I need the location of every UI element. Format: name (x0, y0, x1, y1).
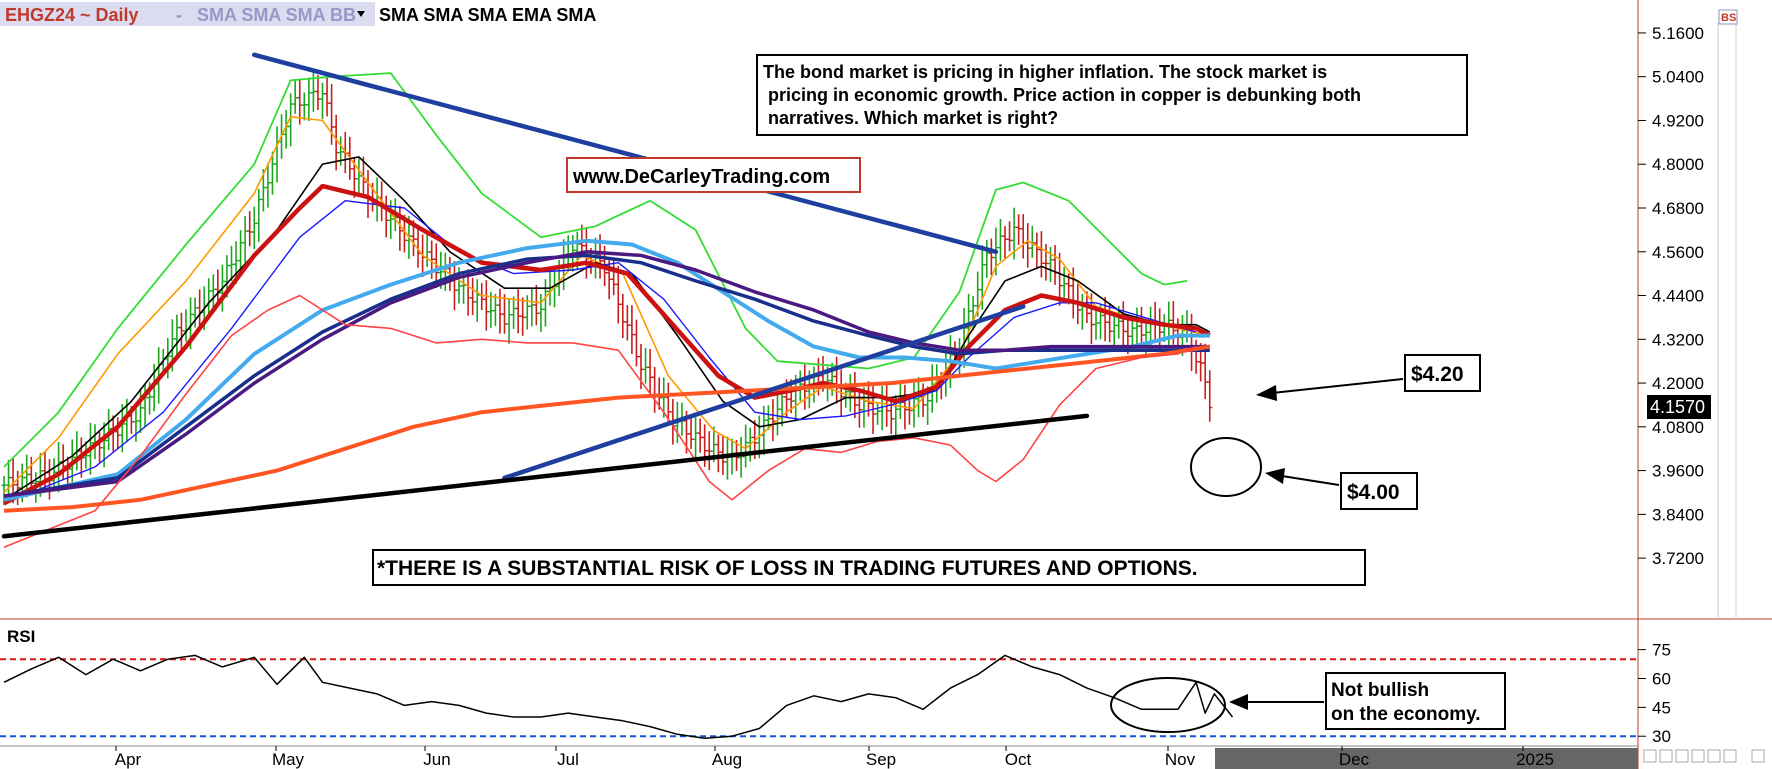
price-tick-label: 4.0800 (1652, 418, 1704, 437)
price-tick-label: 4.6800 (1652, 199, 1704, 218)
trendline-2 (502, 304, 1026, 481)
moving-average-lines (2, 72, 1211, 548)
rsi-note-line-2: on the economy. (1331, 704, 1481, 725)
series-bb-lower (3, 294, 1197, 548)
time-tick-label: Apr (115, 750, 142, 769)
commentary-line-2: pricing in economic growth. Price action… (768, 85, 1361, 105)
time-tick-label: Aug (712, 750, 742, 769)
commentary-line-3: narratives. Which market is right? (768, 108, 1058, 128)
indicator-list[interactable]: SMA SMA SMA EMA SMA (379, 5, 596, 25)
label-400: $4.00 (1347, 481, 1400, 504)
label-400-box (1340, 472, 1418, 510)
time-tick-label: Nov (1165, 750, 1196, 769)
rsi-tick-label: 30 (1652, 727, 1671, 746)
time-tick-label: Jun (423, 750, 450, 769)
arrow-400-head (1265, 468, 1285, 484)
rsi-note-line-1: Not bullish (1331, 680, 1429, 701)
last-price-value: 4.1570 (1650, 397, 1705, 417)
series-sma-black (3, 156, 1211, 501)
arrow-400-shaft (1281, 475, 1340, 486)
website-box (566, 157, 861, 193)
rsi-path (3, 654, 1234, 739)
target-circle (1190, 437, 1262, 497)
bs-icon-box[interactable] (1718, 9, 1738, 25)
website-link[interactable]: www.DeCarleyTrading.com (572, 166, 830, 188)
price-tick-label: 3.9600 (1652, 462, 1704, 481)
last-price-tag (1647, 395, 1711, 419)
rsi-note-box (1325, 672, 1506, 730)
price-axis-ticks: 5.1600 5.0400 4.9200 4.8000 4.6800 4.5600 4.44… (1638, 24, 1704, 568)
series-ema-red (2, 183, 1211, 506)
disclaimer-box (372, 549, 1366, 586)
time-tick-label: Oct (1005, 750, 1032, 769)
bs-icon[interactable]: BS (1721, 12, 1736, 24)
series-sma-navy (3, 253, 1210, 498)
price-tick-label: 3.8400 (1652, 505, 1704, 524)
price-tick-label: 5.1600 (1652, 24, 1704, 43)
rsi-tick-label: 60 (1652, 669, 1671, 688)
series-sma-blue (3, 200, 1197, 505)
series-sma-orange (3, 116, 1210, 494)
rsi-highlight-circle (1110, 677, 1226, 733)
time-tick-label: 2025 (1516, 750, 1554, 769)
price-tick-label: 4.5600 (1652, 243, 1704, 262)
series-sma-lightblue (3, 238, 1210, 502)
arrow-420-head (1256, 385, 1277, 401)
label-420: $4.20 (1411, 363, 1464, 386)
commentary-box (756, 54, 1468, 136)
future-period-shade (1215, 748, 1638, 769)
time-tick-label: Dec (1339, 750, 1370, 769)
trendlines (1, 52, 1090, 539)
trendline-1 (252, 52, 999, 255)
rsi-label: RSI (7, 627, 35, 646)
rsi-tick-label: 45 (1652, 698, 1671, 717)
scroll-controls[interactable] (1643, 749, 1765, 763)
rsi-tick-label: 75 (1652, 641, 1671, 660)
price-tick-label: 4.9200 (1652, 111, 1704, 130)
series-sma-purple (3, 250, 1210, 498)
rsi-arrow-head (1229, 694, 1248, 710)
rsi-axis-ticks: 75 60 45 30 (1638, 641, 1671, 746)
series-sma-long-orange (3, 344, 1211, 513)
price-tick-label: 5.0400 (1652, 68, 1704, 87)
dropdown-arrow-icon[interactable] (357, 11, 365, 17)
price-bars (1, 71, 1213, 506)
faded-indicator-list: SMA SMA SMA BB (197, 5, 356, 25)
price-tick-label: 4.3200 (1652, 330, 1704, 349)
price-tick-label: 3.7200 (1652, 549, 1704, 568)
symbol-highlight (0, 2, 375, 26)
price-tick-label: 4.8000 (1652, 155, 1704, 174)
price-tick-label: 4.4400 (1652, 287, 1704, 306)
label-420-box (1404, 354, 1481, 392)
trendline-3 (1, 413, 1090, 539)
time-tick-label: Sep (866, 750, 896, 769)
header-separator: - (176, 5, 182, 25)
chart-symbol[interactable]: EHGZ24 ~ Daily (5, 5, 139, 25)
time-axis-ticks: Apr May Jun Jul Aug Sep Oct Nov Dec 2025 (115, 746, 1554, 769)
time-tick-label: May (272, 750, 305, 769)
time-tick-label: Jul (557, 750, 579, 769)
commentary-line-1: The bond market is pricing in higher inf… (763, 62, 1327, 82)
risk-disclaimer: *THERE IS A SUBSTANTIAL RISK OF LOSS IN … (377, 557, 1198, 580)
price-tick-label: 4.2000 (1652, 374, 1704, 393)
arrow-420-shaft (1271, 378, 1404, 394)
series-sma-green (3, 72, 1188, 468)
rsi-line (3, 654, 1234, 739)
